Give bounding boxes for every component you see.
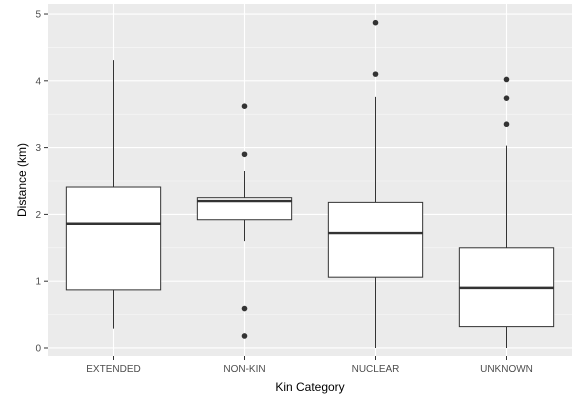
outlier-point-non-kin-0 (241, 103, 248, 109)
y-tick-label-5: 5 (35, 10, 41, 21)
outlier-point-nuclear-1 (372, 71, 379, 77)
x-tick-label-nuclear: NUCLEAR (352, 364, 400, 375)
box-unknown (458, 76, 555, 348)
x-tick-label-unknown: UNKNOWN (480, 364, 533, 375)
box-body-nuclear (327, 201, 424, 278)
outlier-point-unknown-1 (503, 95, 510, 101)
y-tick-label-0: 0 (35, 343, 41, 354)
y-axis-ticks: 0 1 2 3 4 5 (35, 10, 48, 354)
box-body-non-kin (196, 197, 293, 221)
outlier-point-unknown-2 (503, 121, 510, 128)
x-axis-title: Kin Category (275, 380, 344, 394)
y-tick-label-3: 3 (35, 143, 41, 154)
outlier-point-non-kin-3 (241, 333, 248, 339)
y-tick-label-1: 1 (35, 277, 41, 288)
y-tick-label-2: 2 (35, 210, 41, 221)
x-tick-label-extended: EXTENDED (86, 364, 140, 375)
box-extended (65, 60, 162, 329)
box-body-extended (65, 186, 162, 291)
x-axis-ticks: EXTENDED NON-KIN NUCLEAR UNKNOWN (86, 356, 533, 375)
box-non-kin (196, 103, 293, 339)
outlier-point-non-kin-1 (241, 151, 248, 158)
x-tick-label-non-kin: NON-KIN (223, 364, 265, 375)
box-series (65, 19, 555, 348)
y-axis-title: Distance (km) (15, 143, 29, 217)
box-nuclear (327, 19, 424, 348)
outlier-point-non-kin-2 (241, 305, 248, 312)
outlier-point-nuclear-0 (372, 19, 379, 26)
y-tick-label-4: 4 (35, 76, 41, 87)
outlier-point-unknown-0 (503, 76, 510, 83)
